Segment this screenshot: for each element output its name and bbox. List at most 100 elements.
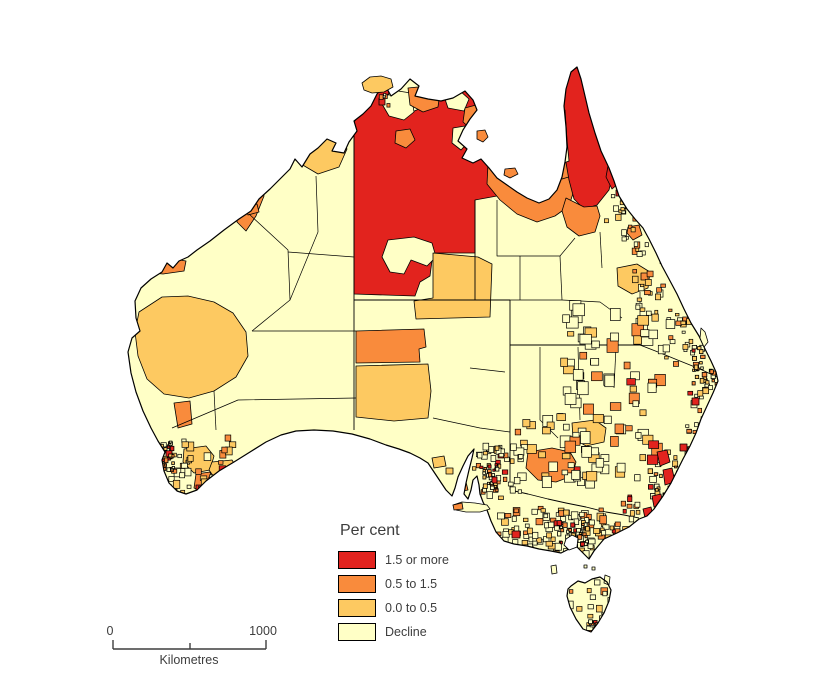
small-region-cell (629, 187, 633, 191)
small-region-cell (644, 290, 651, 296)
small-region-cell (218, 460, 224, 465)
small-region-cell (585, 526, 590, 532)
small-region-cell (717, 348, 718, 353)
small-region-cell (694, 374, 700, 379)
small-region-cell (609, 402, 622, 411)
region-tanami-pale-enclave (381, 236, 437, 275)
small-region-cell (567, 462, 575, 468)
mainland-coastline (127, 66, 719, 560)
small-region-cell (646, 454, 659, 465)
small-region-cell (568, 528, 572, 532)
small-region-cell (692, 355, 698, 361)
small-region-cell (566, 611, 573, 617)
groote-eylandt (476, 129, 489, 143)
small-region-cell (625, 535, 630, 541)
small-region-cell (626, 503, 633, 509)
small-region-cell (637, 315, 649, 326)
small-region-cell (169, 445, 175, 452)
small-region-cell (163, 463, 167, 467)
small-region-cell (715, 443, 718, 451)
small-region-cell (673, 455, 678, 460)
small-region-cell (494, 445, 500, 451)
small-region-cell (498, 495, 504, 500)
region-alice-orange-block (355, 328, 427, 364)
small-region-cell (648, 440, 659, 449)
small-region-cell (623, 361, 631, 370)
small-region-cell (689, 502, 696, 509)
legend-row: 0.0 to 0.5 (338, 598, 449, 617)
scale-bar: 0 1000 Kilometres (107, 624, 277, 667)
small-region-cell (686, 429, 692, 434)
small-region-cell (179, 472, 185, 479)
small-region-cell (693, 364, 699, 370)
small-region-cell (635, 304, 641, 310)
small-region-cell (602, 524, 610, 530)
small-region-cell (674, 465, 678, 469)
small-region-cell (690, 477, 695, 481)
scale-bar-end-label: 1000 (249, 624, 277, 638)
small-region-cell (662, 344, 670, 353)
small-region-cell (184, 467, 192, 477)
small-region-cell (648, 329, 658, 340)
small-region-cell (509, 486, 516, 494)
legend-label: 0.0 to 0.5 (385, 600, 438, 615)
small-region-cell (644, 279, 652, 286)
bass-strait-islet-2 (591, 566, 596, 571)
small-region-cell (636, 297, 643, 302)
small-region-cell (614, 423, 625, 434)
small-region-cell (631, 539, 637, 544)
small-region-cell (624, 425, 633, 432)
small-region-cell (685, 503, 691, 509)
small-region-cell (669, 339, 676, 345)
small-region-cell (490, 455, 497, 462)
small-region-cell (382, 95, 386, 99)
small-region-cell (634, 501, 641, 508)
small-region-cell (674, 508, 679, 514)
small-region-cell (502, 531, 510, 538)
small-region-cell (706, 428, 713, 436)
small-region-cell (647, 468, 653, 474)
small-region-cell (629, 527, 636, 533)
legend-swatch-decline (338, 622, 376, 641)
small-region-cell (707, 449, 713, 455)
small-region-cell (691, 344, 698, 350)
small-region-cell (703, 434, 708, 440)
small-region-cell (532, 531, 539, 539)
small-region-cell (677, 495, 684, 503)
small-region-cell (520, 444, 528, 450)
small-region-cell (580, 431, 591, 444)
small-region-cell (527, 527, 533, 535)
small-region-cell (689, 447, 694, 453)
small-region-cell (652, 522, 659, 528)
small-region-cell (642, 434, 654, 445)
small-region-cell (680, 320, 686, 325)
small-region-cell (386, 103, 391, 108)
small-region-cell (482, 471, 486, 475)
map-legend: Per cent 1.5 or more 0.5 to 1.5 0.0 to 0… (338, 522, 449, 646)
small-region-cell (479, 465, 484, 469)
small-region-cell (560, 357, 568, 367)
small-region-cell (557, 531, 562, 537)
small-region-cell (591, 340, 600, 349)
small-region-cell (634, 474, 641, 482)
small-region-cell (668, 308, 673, 312)
small-region-cell (715, 435, 718, 441)
region-corner-country-light (413, 252, 493, 320)
small-region-cell (602, 590, 608, 597)
small-region-cell (570, 511, 579, 520)
small-region-cell (620, 207, 625, 212)
small-region-cell (715, 355, 718, 361)
small-region-cell (168, 453, 173, 458)
small-region-cell (489, 485, 495, 490)
region-victoria-river-orange (394, 128, 416, 149)
region-ceduna-light-1 (431, 455, 447, 469)
small-region-cell (494, 463, 498, 467)
small-region-cell (717, 372, 718, 378)
small-region-cell (694, 422, 699, 428)
small-region-cell (589, 519, 595, 526)
small-region-cell (531, 508, 538, 515)
small-region-cell (710, 436, 717, 444)
small-region-cell (617, 532, 621, 538)
small-region-cell (532, 540, 538, 546)
small-region-cell (702, 446, 708, 452)
